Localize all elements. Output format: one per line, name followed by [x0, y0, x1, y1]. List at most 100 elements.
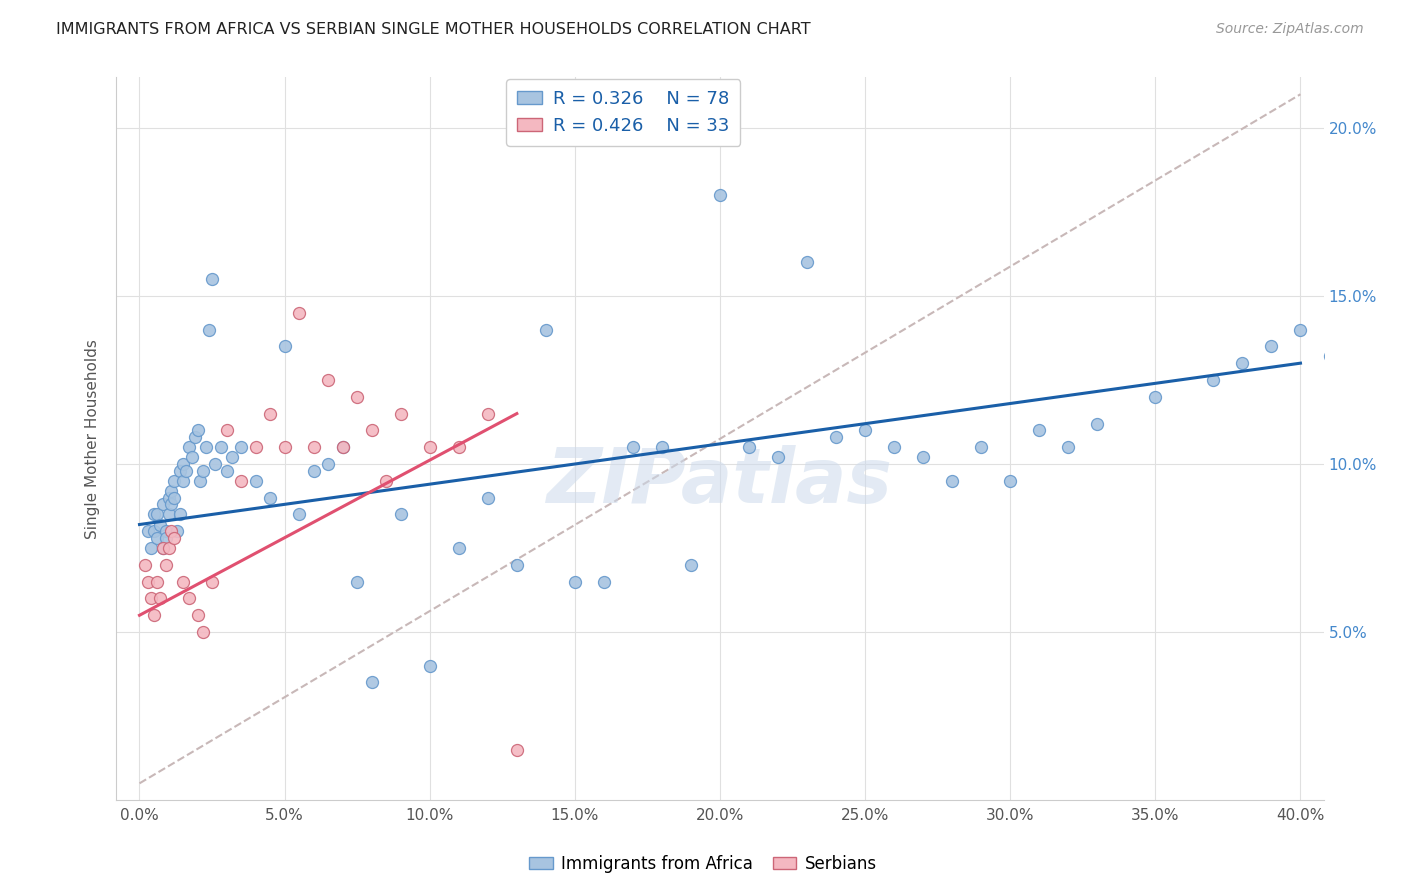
Point	[389, 508, 412, 522]
Y-axis label: Single Mother Households: Single Mother Households	[86, 339, 100, 539]
Point	[346, 574, 368, 589]
Point	[853, 423, 876, 437]
Point	[738, 440, 761, 454]
Point	[149, 517, 172, 532]
Text: Source: ZipAtlas.com: Source: ZipAtlas.com	[1216, 22, 1364, 37]
Point	[183, 430, 205, 444]
Point	[157, 541, 180, 555]
Point	[419, 440, 441, 454]
Point	[1144, 390, 1167, 404]
Point	[229, 440, 252, 454]
Point	[766, 450, 789, 465]
Point	[172, 574, 194, 589]
Point	[155, 531, 177, 545]
Point	[134, 558, 156, 572]
Point	[259, 491, 281, 505]
Point	[534, 322, 557, 336]
Point	[316, 457, 339, 471]
Point	[160, 497, 183, 511]
Point	[180, 450, 202, 465]
Point	[152, 541, 174, 555]
Point	[419, 658, 441, 673]
Point	[169, 464, 191, 478]
Point	[564, 574, 586, 589]
Point	[245, 474, 267, 488]
Point	[1347, 363, 1369, 377]
Point	[139, 591, 162, 606]
Point	[709, 188, 731, 202]
Point	[506, 742, 529, 756]
Point	[883, 440, 905, 454]
Point	[447, 440, 470, 454]
Point	[190, 474, 212, 488]
Point	[139, 541, 162, 555]
Point	[259, 407, 281, 421]
Point	[332, 440, 354, 454]
Point	[477, 407, 499, 421]
Point	[160, 524, 183, 539]
Point	[136, 524, 159, 539]
Point	[1319, 350, 1341, 364]
Point	[163, 474, 186, 488]
Point	[143, 508, 166, 522]
Point	[1085, 417, 1108, 431]
Point	[360, 423, 382, 437]
Point	[477, 491, 499, 505]
Point	[201, 574, 224, 589]
Point	[146, 531, 169, 545]
Point	[201, 272, 224, 286]
Point	[174, 464, 197, 478]
Point	[1000, 474, 1022, 488]
Point	[172, 457, 194, 471]
Point	[163, 531, 186, 545]
Point	[155, 558, 177, 572]
Point	[221, 450, 243, 465]
Point	[302, 464, 325, 478]
Text: ZIPatlas: ZIPatlas	[547, 445, 893, 519]
Point	[651, 440, 673, 454]
Point	[825, 430, 848, 444]
Point	[157, 508, 180, 522]
Point	[506, 558, 529, 572]
Point	[1057, 440, 1080, 454]
Point	[1289, 322, 1312, 336]
Legend: Immigrants from Africa, Serbians: Immigrants from Africa, Serbians	[523, 848, 883, 880]
Point	[143, 524, 166, 539]
Point	[193, 625, 215, 640]
Point	[136, 574, 159, 589]
Point	[679, 558, 702, 572]
Point	[177, 591, 200, 606]
Point	[229, 474, 252, 488]
Point	[155, 524, 177, 539]
Point	[941, 474, 963, 488]
Point	[273, 440, 295, 454]
Point	[149, 591, 172, 606]
Point	[288, 306, 311, 320]
Point	[1028, 423, 1050, 437]
Point	[177, 440, 200, 454]
Point	[195, 440, 218, 454]
Point	[152, 541, 174, 555]
Point	[186, 608, 208, 623]
Point	[166, 524, 188, 539]
Point	[209, 440, 232, 454]
Point	[245, 440, 267, 454]
Point	[346, 390, 368, 404]
Point	[198, 322, 221, 336]
Point	[273, 339, 295, 353]
Point	[360, 675, 382, 690]
Point	[157, 491, 180, 505]
Point	[288, 508, 311, 522]
Point	[389, 407, 412, 421]
Point	[204, 457, 226, 471]
Point	[163, 491, 186, 505]
Point	[1260, 339, 1282, 353]
Point	[302, 440, 325, 454]
Point	[970, 440, 993, 454]
Point	[332, 440, 354, 454]
Point	[621, 440, 644, 454]
Point	[152, 497, 174, 511]
Point	[1202, 373, 1225, 387]
Point	[1232, 356, 1254, 370]
Point	[593, 574, 616, 589]
